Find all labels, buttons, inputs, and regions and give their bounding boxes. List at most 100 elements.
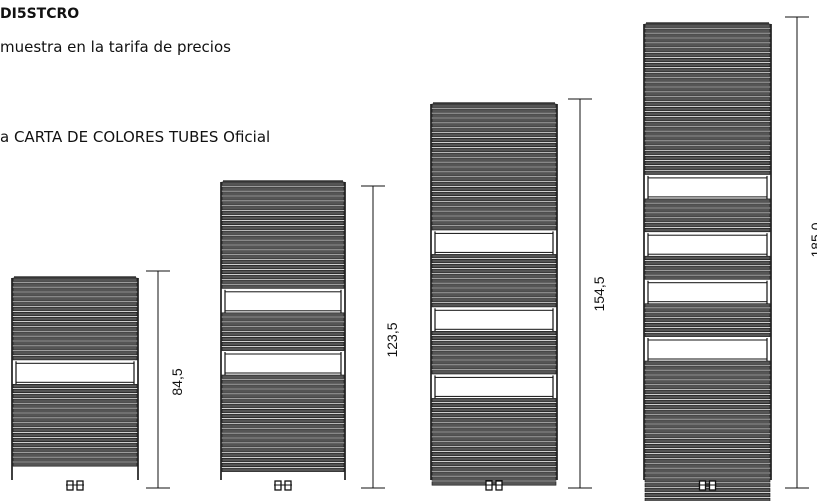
tube bbox=[431, 461, 557, 466]
tube bbox=[221, 346, 345, 351]
tube bbox=[644, 203, 771, 208]
tube bbox=[431, 330, 557, 336]
tube bbox=[221, 240, 345, 245]
tube bbox=[431, 476, 557, 481]
tube bbox=[431, 355, 557, 360]
tube bbox=[431, 360, 557, 365]
tube bbox=[431, 206, 557, 211]
tube bbox=[12, 311, 138, 317]
tube bbox=[644, 429, 771, 434]
tube bbox=[644, 260, 771, 265]
tube bbox=[644, 439, 771, 444]
tube bbox=[221, 327, 345, 332]
tube bbox=[431, 108, 557, 113]
tube bbox=[644, 151, 771, 156]
tube bbox=[12, 282, 138, 287]
tube bbox=[644, 255, 771, 261]
tube bbox=[431, 191, 557, 196]
tube bbox=[431, 298, 557, 303]
tube bbox=[644, 198, 771, 203]
tube bbox=[221, 433, 345, 438]
tube bbox=[644, 370, 771, 375]
tube bbox=[221, 196, 345, 201]
tube bbox=[221, 379, 345, 384]
tube bbox=[221, 201, 345, 206]
tube bbox=[12, 428, 138, 433]
tube bbox=[644, 141, 771, 146]
tube bbox=[431, 133, 557, 138]
tube bbox=[12, 403, 138, 408]
tube bbox=[644, 414, 771, 419]
tube bbox=[221, 336, 345, 342]
tube bbox=[431, 273, 557, 278]
tube bbox=[644, 360, 771, 365]
tube bbox=[12, 418, 138, 423]
tube bbox=[644, 375, 771, 380]
tube bbox=[221, 332, 345, 337]
product-code: DI5STCRO bbox=[0, 6, 80, 22]
tube bbox=[644, 308, 771, 313]
tube bbox=[431, 335, 557, 341]
tube bbox=[221, 279, 345, 284]
tube bbox=[431, 283, 557, 288]
tube bbox=[12, 321, 138, 326]
tube bbox=[644, 136, 771, 141]
tube bbox=[221, 467, 345, 472]
tube bbox=[431, 417, 557, 422]
tube bbox=[644, 473, 771, 478]
tube bbox=[221, 260, 345, 265]
towel-gap bbox=[647, 282, 768, 303]
tube bbox=[644, 57, 771, 63]
towel-gap bbox=[434, 232, 554, 253]
tube bbox=[644, 131, 771, 136]
tube bbox=[644, 111, 771, 116]
tube bbox=[221, 220, 345, 225]
tube bbox=[644, 223, 771, 228]
towel-gap bbox=[647, 339, 768, 360]
tube bbox=[221, 191, 345, 196]
tube bbox=[431, 216, 557, 221]
tube bbox=[644, 33, 771, 38]
towel-gap bbox=[15, 362, 135, 383]
tube bbox=[644, 107, 771, 112]
tube bbox=[431, 350, 557, 355]
tube bbox=[644, 365, 771, 370]
tube bbox=[12, 316, 138, 322]
tube bbox=[431, 118, 557, 123]
tube bbox=[12, 277, 138, 282]
tube bbox=[221, 206, 345, 211]
tube bbox=[644, 448, 771, 454]
tube bbox=[431, 447, 557, 452]
tube bbox=[644, 443, 771, 449]
tube bbox=[644, 492, 771, 498]
tube bbox=[644, 146, 771, 151]
tube bbox=[12, 307, 138, 312]
tube bbox=[644, 38, 771, 43]
tube bbox=[644, 390, 771, 395]
tube bbox=[12, 351, 138, 356]
tube bbox=[12, 408, 138, 413]
tube bbox=[431, 162, 557, 167]
towel-gap bbox=[647, 234, 768, 255]
tube bbox=[431, 201, 557, 206]
tube bbox=[644, 322, 771, 328]
tube bbox=[12, 432, 138, 438]
tube bbox=[431, 167, 557, 172]
tube bbox=[221, 211, 345, 216]
towel-gap bbox=[434, 309, 554, 330]
tube bbox=[221, 264, 345, 270]
tube bbox=[12, 356, 138, 361]
tube bbox=[431, 437, 557, 442]
tube bbox=[644, 48, 771, 53]
tube bbox=[221, 457, 345, 463]
tube bbox=[221, 394, 345, 399]
tube bbox=[221, 418, 345, 423]
tube bbox=[644, 160, 771, 165]
tube bbox=[12, 383, 138, 389]
tube bbox=[644, 275, 771, 280]
tube bbox=[431, 456, 557, 462]
tube bbox=[431, 427, 557, 432]
tube bbox=[12, 393, 138, 398]
tube bbox=[644, 385, 771, 390]
tube bbox=[644, 332, 771, 337]
